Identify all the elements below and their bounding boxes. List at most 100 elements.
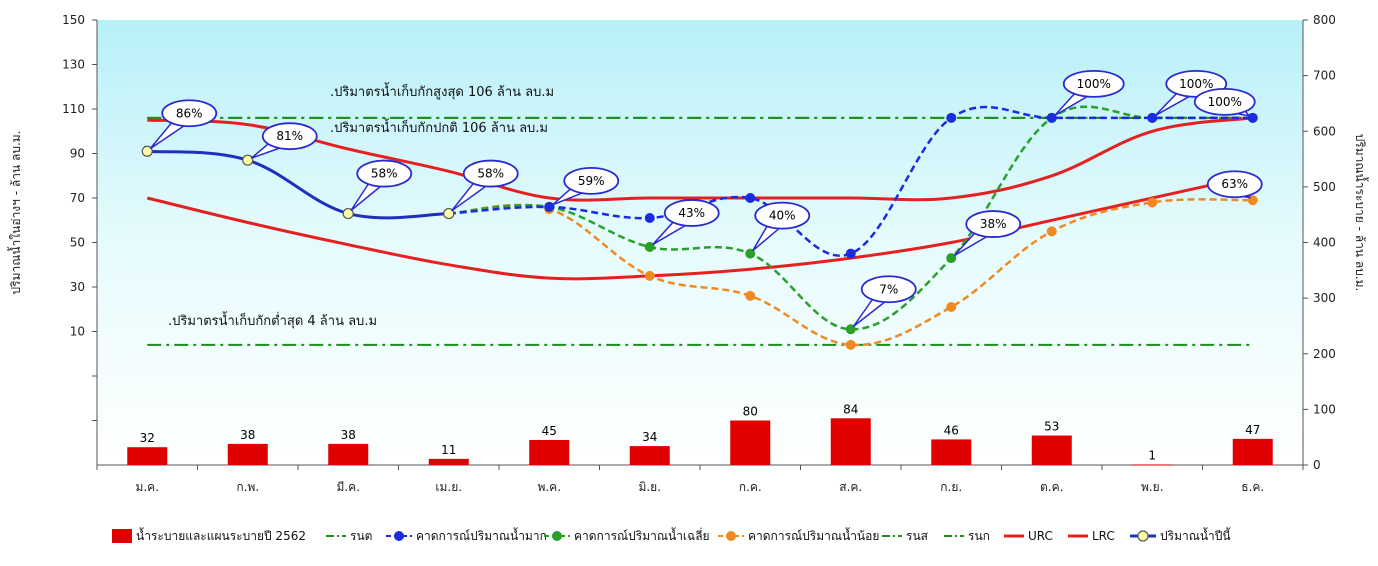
callout-label: 86% (176, 106, 203, 120)
callout: 63% (1206, 170, 1263, 199)
legend-marker (394, 531, 404, 541)
left-tick-label: 30 (70, 280, 85, 294)
callout-label: 7% (879, 282, 898, 296)
x-tick-label: มิ.ย. (638, 480, 661, 494)
callout-bubble (462, 159, 519, 188)
reference-lines: .ปริมาตรน้ำเก็บกักต่ำสุด 4 ล้าน ลบ.ม .ปริ… (147, 82, 1253, 346)
bar (1132, 464, 1173, 466)
series-point (342, 207, 354, 220)
right-tick-label: 300 (1313, 291, 1336, 305)
bar (730, 420, 771, 465)
right-tick-label: 700 (1313, 69, 1336, 83)
bar (529, 439, 570, 465)
reference-line-label: .ปริมาตรน้ำเก็บกักปกติ 106 ล้าน ลบ.ม (330, 118, 548, 136)
bar-value-label: 38 (341, 428, 356, 442)
legend-label: คาดการณ์ปริมาณน้ำน้อย (748, 527, 879, 543)
y-left-axis-label: ปริมาณน้ำในอ่างฯ - ล้าน ลบ.ม. (7, 131, 23, 295)
legend-swatch (112, 529, 132, 543)
reference-line-label: .ปริมาตรน้ำเก็บกักสูงสุด 106 ล้าน ลบ.ม (330, 82, 554, 100)
right-tick-label: 200 (1313, 347, 1336, 361)
y-right-axis-label: ปริมาณน้ำระบาย - ล้าน ลบ.ม. (1353, 134, 1369, 292)
right-tick-label: 500 (1313, 180, 1336, 194)
left-tick-label: 150 (62, 13, 85, 27)
legend-item: ปริมาณน้ำปีนี้ (1130, 527, 1231, 543)
legend-label: รนก (968, 529, 990, 543)
callouts: 86% 81% 58% 58% 59% 43% 40% 7% 38% 100% 100% 100% 63… (149, 70, 1263, 327)
left-tick-label: 130 (62, 58, 85, 72)
bar-value-label: 32 (140, 431, 155, 445)
series-point (242, 154, 254, 166)
callout: 40% (752, 201, 811, 252)
legend-label: ปริมาณน้ำปีนี้ (1160, 527, 1231, 543)
series-point (544, 201, 555, 212)
x-tick-label: ต.ค. (1040, 480, 1063, 494)
legend-item: คาดการณ์ปริมาณน้ำน้อย (718, 527, 879, 543)
series-point (1147, 112, 1158, 123)
series-point (1046, 226, 1057, 237)
series-point (1247, 112, 1258, 123)
bar-value-label: 34 (642, 430, 657, 444)
bar (931, 439, 972, 465)
left-tick-label: 70 (70, 191, 85, 205)
legend-label: LRC (1092, 529, 1115, 543)
bar (428, 458, 469, 465)
legend-item: รนต (326, 529, 372, 543)
bar (629, 446, 670, 465)
callout-label: 40% (769, 209, 796, 223)
legend-marker (552, 531, 562, 541)
legend-item: URC (1004, 529, 1053, 543)
callout-label: 59% (578, 174, 605, 188)
x-tick-label: มี.ค. (336, 480, 360, 494)
legend-marker (1137, 530, 1149, 542)
axes: 1501301109070503010800700600500400300200… (7, 13, 1369, 494)
series-line (448, 198, 1253, 347)
callout-bubble (754, 201, 811, 230)
callout: 59% (552, 166, 620, 206)
bar (1232, 438, 1273, 465)
series-point (946, 302, 957, 313)
bar (227, 443, 268, 465)
callout-label: 100% (1208, 95, 1242, 109)
x-tick-label: ก.ค. (739, 480, 762, 494)
bar-value-label: 11 (441, 443, 456, 457)
right-tick-label: 0 (1313, 458, 1321, 472)
callout: 7% (852, 275, 917, 327)
callout: 100% (1193, 88, 1256, 118)
legend-item: คาดการณ์ปริมาณน้ำมาก (386, 527, 547, 543)
series-point (644, 213, 655, 224)
legend-item: น้ำระบายและแผนระบายปี 2562 (112, 527, 306, 543)
left-tick-label: 110 (62, 102, 85, 116)
legend-item: LRC (1068, 529, 1115, 543)
series-point (644, 241, 655, 252)
x-tick-label: ส.ค. (839, 480, 862, 494)
right-tick-label: 100 (1313, 402, 1336, 416)
callout-bubble (1206, 170, 1263, 199)
legend-marker (726, 531, 736, 541)
callout-bubble (860, 275, 917, 304)
right-tick-label: 800 (1313, 13, 1336, 27)
series-point (443, 207, 455, 220)
series-point (845, 248, 856, 259)
series-line (147, 149, 449, 220)
bar-value-label: 80 (743, 405, 758, 419)
legend-label: รนต (350, 529, 372, 543)
callout: 38% (953, 210, 1022, 257)
left-tick-label: 50 (70, 236, 85, 250)
callout-label: 100% (1179, 77, 1213, 91)
right-tick-label: 600 (1313, 124, 1336, 138)
series-line (448, 105, 1253, 257)
legend-label: น้ำระบายและแผนระบายปี 2562 (136, 527, 306, 543)
bar-value-label: 53 (1044, 420, 1059, 434)
series-line (147, 116, 1253, 202)
bar (127, 447, 168, 465)
series-point (946, 253, 957, 264)
series-point (644, 270, 655, 281)
callout-bubble (1062, 70, 1125, 98)
x-tick-label: พ.ย. (1141, 480, 1164, 494)
x-tick-label: ก.พ. (236, 480, 259, 494)
legend: น้ำระบายและแผนระบายปี 2562 รนต คาดการณ์ปริ… (112, 527, 1231, 543)
callout-label: 58% (477, 167, 504, 181)
reference-line-label: .ปริมาตรน้ำเก็บกักต่ำสุด 4 ล้าน ลบ.ม (168, 311, 377, 329)
series-markers (141, 112, 1258, 350)
